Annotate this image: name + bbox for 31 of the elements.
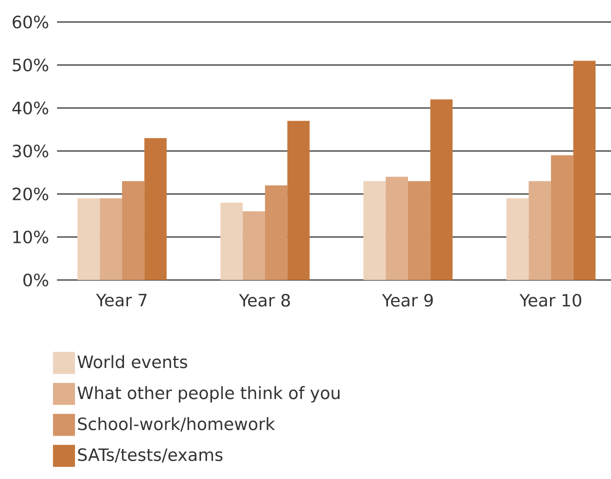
- legend-label: World events: [78, 355, 188, 368]
- bar: [100, 198, 122, 280]
- legend-label: SATs/tests/exams: [78, 448, 222, 462]
- y-tick-label: 50%: [12, 58, 48, 72]
- y-tick-label: 40%: [12, 102, 48, 114]
- x-tick-label: Year 7: [96, 294, 147, 306]
- bar: [573, 60, 596, 280]
- y-tick-label: 30%: [12, 144, 48, 158]
- bar: [386, 176, 408, 280]
- bar: [287, 120, 310, 280]
- bar: [506, 198, 529, 280]
- y-tick-label: 10%: [13, 230, 48, 244]
- legend-label: School-work/homework: [78, 417, 275, 432]
- bar: [430, 99, 453, 280]
- y-tick-label: 20%: [12, 188, 48, 200]
- legend-label: What other people think of you: [78, 386, 340, 403]
- bar: [265, 185, 288, 280]
- x-tick-label: Year 10: [520, 294, 582, 307]
- bar: [528, 181, 551, 280]
- bar: [144, 138, 167, 280]
- y-tick-label: 0%: [23, 274, 48, 286]
- x-tick-label: Year 8: [238, 294, 290, 307]
- bar: [77, 198, 100, 280]
- bar: [550, 155, 574, 280]
- bar: [408, 181, 430, 280]
- x-tick-label: Year 9: [382, 294, 433, 307]
- y-tick-label: 60%: [12, 16, 48, 28]
- bar: [363, 181, 386, 280]
- bar: [220, 202, 243, 280]
- bar: [242, 211, 266, 280]
- bar: [122, 181, 144, 280]
